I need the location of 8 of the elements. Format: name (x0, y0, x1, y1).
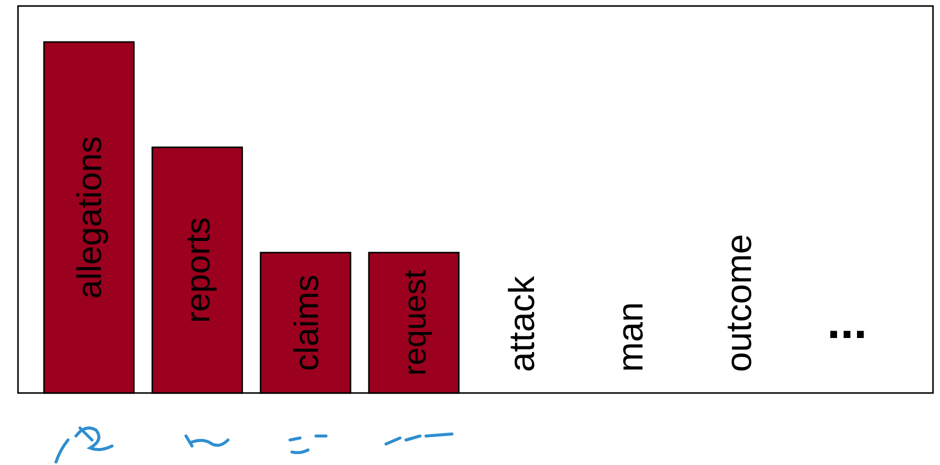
x-tick-label: request (396, 270, 432, 376)
x-tick-label: ... (827, 296, 868, 349)
x-tick-label: reports (179, 217, 218, 324)
x-tick-label: allegations (71, 136, 110, 299)
x-tick-label: outcome (718, 234, 759, 372)
x-tick-label: attack (501, 274, 542, 372)
x-tick-label: claims (288, 274, 326, 371)
x-tick-label: man (609, 302, 650, 372)
